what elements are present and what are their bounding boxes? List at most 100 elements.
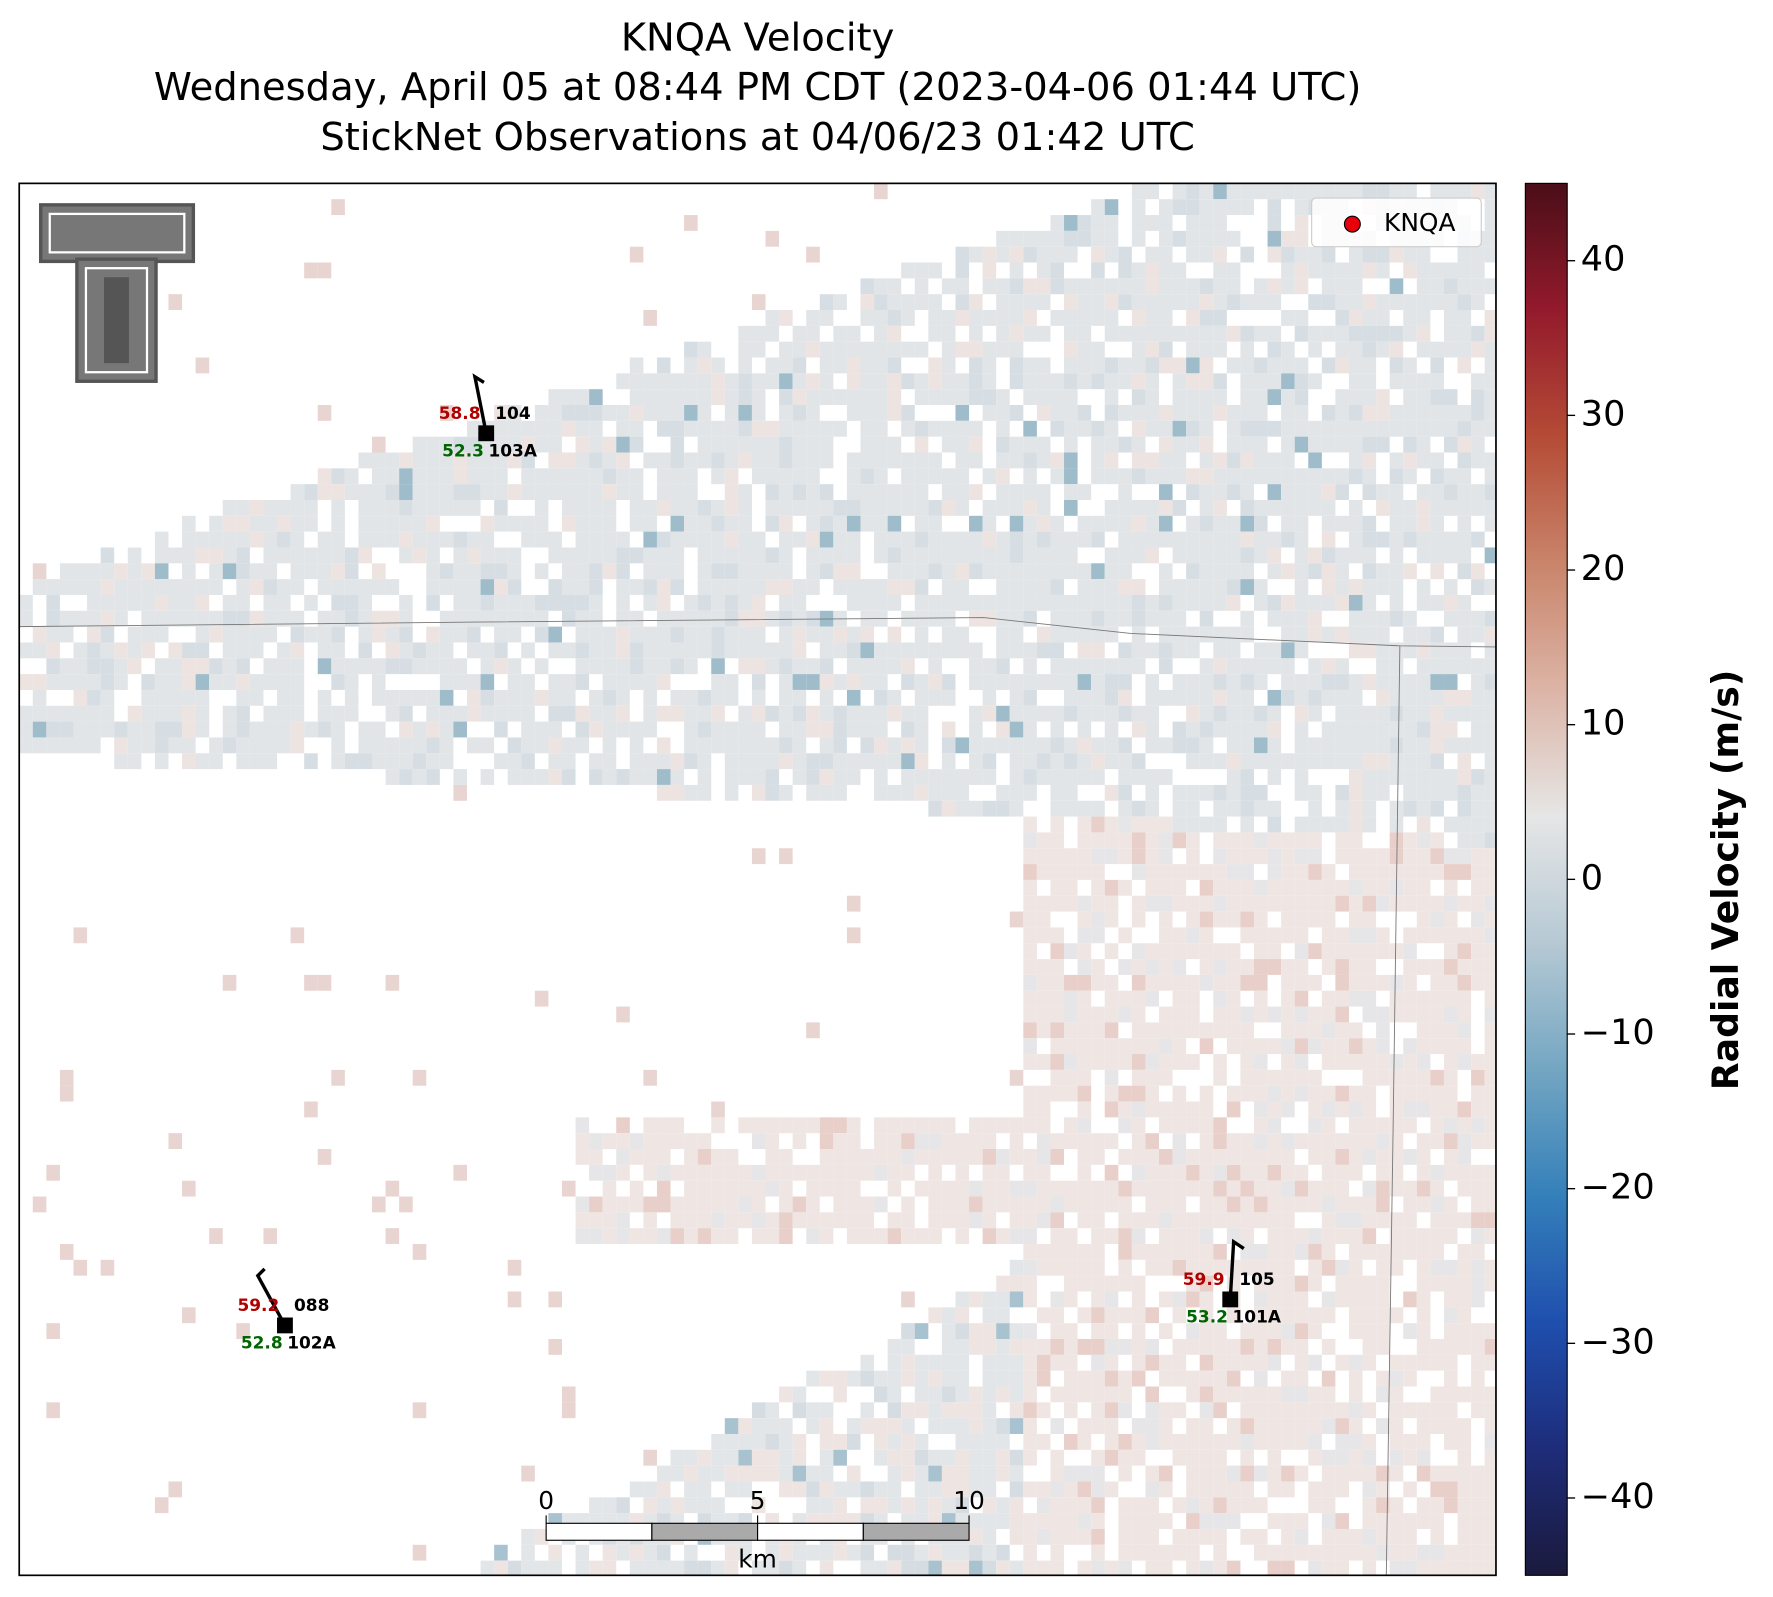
radar-cell: [1335, 974, 1349, 991]
radar-cell: [1471, 1560, 1485, 1576]
radar-cell: [290, 737, 305, 754]
radar-cell: [1294, 832, 1309, 849]
radar-cell: [1430, 832, 1444, 849]
radar-cell: [534, 689, 549, 706]
radar-cell: [1131, 405, 1146, 421]
radar-cell: [1023, 468, 1037, 485]
radar-cell: [1389, 1386, 1404, 1403]
radar-cell: [941, 1149, 956, 1165]
radar-cell: [1471, 832, 1485, 849]
radar-cell: [1281, 183, 1295, 200]
radar-cell: [87, 626, 101, 643]
radar-cell: [670, 1560, 685, 1576]
radar-cell: [1416, 832, 1431, 849]
radar-cell: [806, 674, 820, 690]
radar-cell: [1104, 199, 1119, 216]
radar-cell: [697, 563, 712, 580]
radar-cell: [453, 784, 467, 801]
radar-cell: [1023, 658, 1037, 675]
radar-cell: [1077, 689, 1092, 706]
radar-cell: [1064, 689, 1078, 706]
radar-cell: [887, 484, 902, 500]
radar-cell: [670, 579, 685, 595]
radar-cell: [874, 1386, 888, 1403]
radar-cell: [1036, 1370, 1051, 1387]
radar-cell: [1253, 832, 1268, 849]
radar-cell: [1321, 547, 1336, 564]
radar-cell: [1335, 1133, 1349, 1150]
radar-cell: [1443, 1323, 1458, 1339]
radar-cell: [738, 452, 752, 469]
radar-cell: [1036, 674, 1051, 690]
radar-cell: [1335, 515, 1349, 532]
radar-cell: [1294, 1069, 1309, 1086]
radar-cell: [901, 1497, 915, 1514]
radar-cell: [996, 674, 1010, 690]
radar-cell: [629, 737, 644, 754]
radar-cell: [1050, 610, 1065, 627]
radar-cell: [969, 373, 983, 390]
radar-cell: [806, 1212, 820, 1229]
radar-cell: [738, 1212, 752, 1229]
radar-cell: [1253, 594, 1268, 611]
radar-cell: [19, 674, 33, 690]
radar-cell: [724, 1481, 739, 1498]
radar-cell: [629, 547, 644, 564]
radar-cell: [738, 642, 752, 659]
radar-cell: [372, 468, 386, 485]
radar-cell: [792, 610, 807, 627]
radar-cell: [1145, 262, 1160, 279]
radar-cell: [87, 689, 101, 706]
radar-cell: [1362, 405, 1377, 421]
radar-cell: [792, 531, 807, 548]
radar-cell: [589, 563, 603, 580]
radar-cell: [1253, 705, 1268, 722]
radar-cell: [860, 1196, 875, 1213]
radar-cell: [1091, 927, 1105, 944]
radar-cell: [494, 753, 508, 770]
radar-cell: [1335, 1513, 1349, 1529]
radar-cell: [1443, 784, 1458, 801]
radar-cell: [209, 563, 223, 580]
radar-cell: [928, 357, 942, 374]
radar-cell: [914, 1386, 929, 1403]
radar-cell: [1240, 199, 1254, 216]
radar-cell: [1281, 1433, 1295, 1450]
radar-cell: [1484, 452, 1496, 469]
radar-cell: [833, 294, 847, 311]
legend-marker: [1343, 215, 1361, 233]
radar-cell: [1036, 1133, 1051, 1150]
radar-cell: [534, 1528, 549, 1545]
radar-cell: [1267, 1180, 1282, 1197]
radar-cell: [1253, 879, 1268, 896]
radar-cell: [1077, 341, 1092, 358]
radar-cell: [154, 705, 169, 722]
radar-cell: [1145, 468, 1160, 485]
radar-cell: [1403, 1006, 1417, 1023]
radar-cell: [887, 1354, 902, 1371]
radar-cell: [969, 753, 983, 770]
radar-cell: [969, 1513, 983, 1529]
radar-cell: [1484, 705, 1496, 722]
radar-cell: [751, 753, 766, 770]
radar-cell: [1430, 420, 1444, 437]
radar-cell: [1471, 341, 1485, 358]
radar-cell: [1091, 1513, 1105, 1529]
radar-cell: [1253, 1085, 1268, 1102]
radar-cell: [1131, 499, 1146, 516]
radar-cell: [874, 341, 888, 358]
radar-cell: [1348, 911, 1363, 928]
radar-cell: [1145, 1481, 1160, 1498]
radar-cell: [1403, 705, 1417, 722]
radar-cell: [1308, 1133, 1322, 1150]
radar-cell: [955, 1465, 970, 1482]
radar-cell: [765, 1449, 780, 1466]
radar-cell: [1335, 183, 1349, 200]
radar-cell: [1226, 1133, 1241, 1150]
radar-cell: [1403, 895, 1417, 912]
radar-cell: [317, 579, 332, 595]
radar-cell: [1186, 1054, 1200, 1070]
radar-cell: [819, 310, 834, 326]
radar-cell: [1036, 769, 1051, 785]
radar-cell: [1253, 1418, 1268, 1434]
